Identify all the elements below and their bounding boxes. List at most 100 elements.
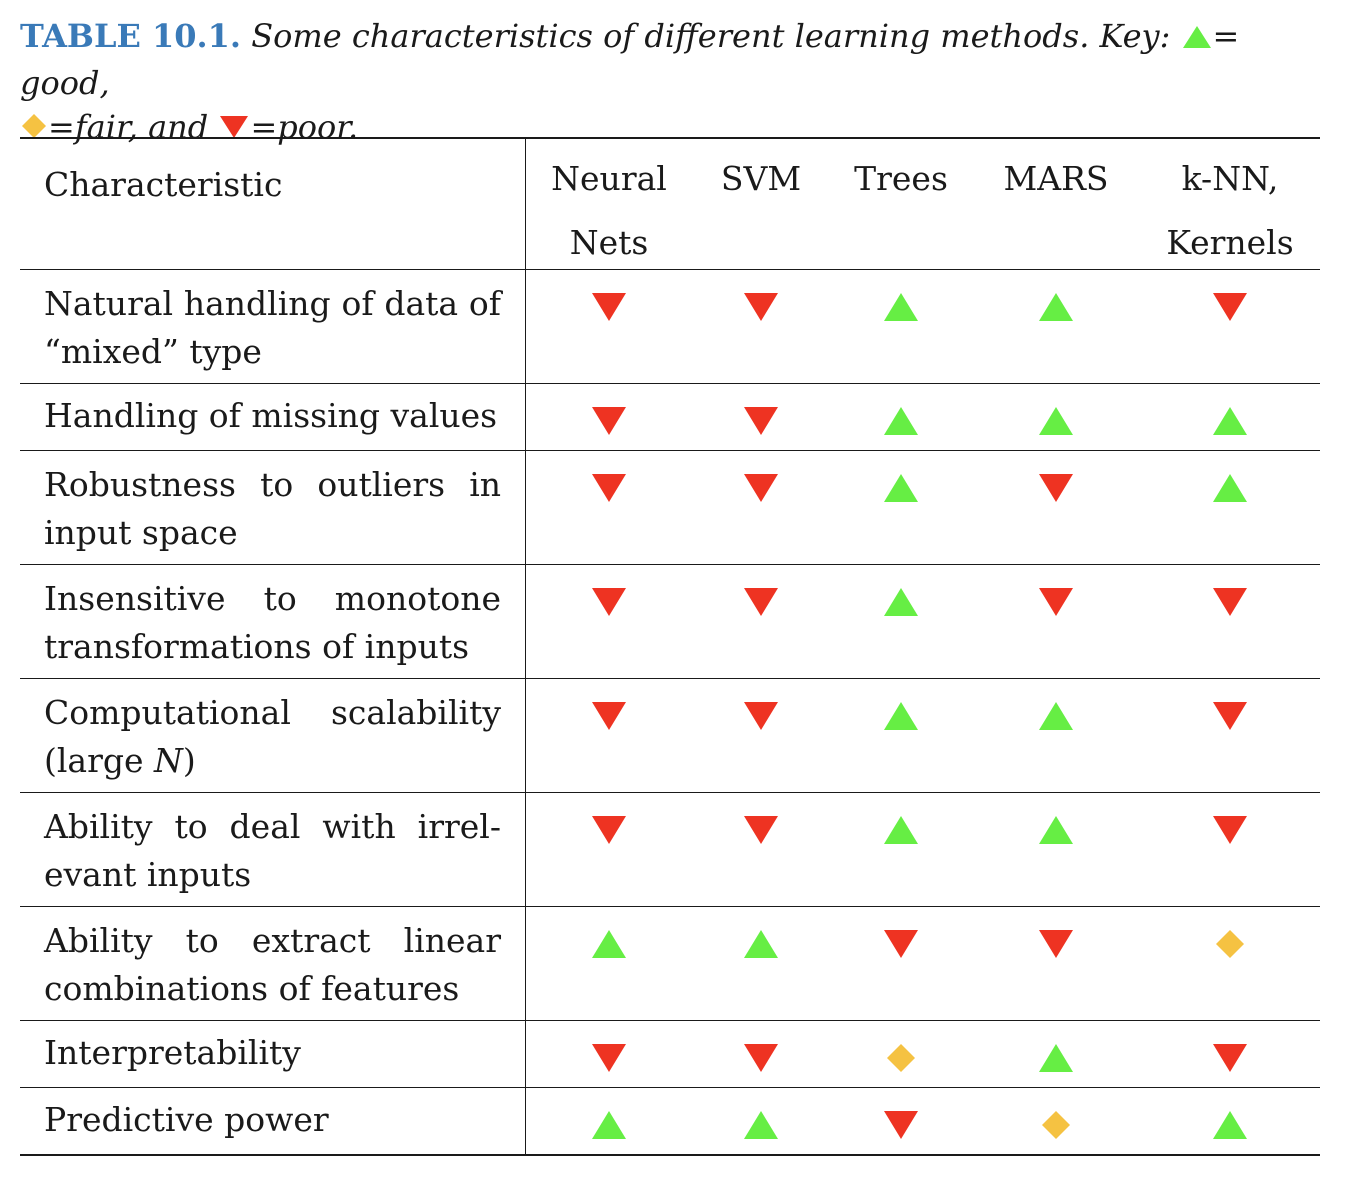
poor-triangle-icon (743, 292, 779, 322)
good-triangle-icon (1038, 1043, 1074, 1073)
characteristic-cell: Ability to deal with irrel-evant inputs (20, 793, 526, 906)
rating-poor (1140, 270, 1320, 383)
rating-good (692, 907, 830, 1020)
table-row: Predictive power (20, 1088, 1320, 1154)
good-triangle-icon (883, 473, 919, 503)
header-trees: Trees (830, 139, 972, 269)
table-row: Interpretability (20, 1021, 1320, 1088)
rating-poor (692, 565, 830, 678)
header-line: Kernels (1166, 223, 1294, 262)
rating-poor (692, 1021, 830, 1087)
good-triangle-icon (1038, 701, 1074, 731)
poor-triangle-icon (591, 587, 627, 617)
rating-good (526, 907, 692, 1020)
characteristic-cell: Ability to extract linear combinations o… (20, 907, 526, 1020)
rating-good (830, 384, 972, 450)
rating-poor (830, 907, 972, 1020)
good-triangle-icon (1038, 292, 1074, 322)
poor-triangle-icon (591, 815, 627, 845)
rating-poor (972, 907, 1140, 1020)
poor-triangle-icon (1212, 587, 1248, 617)
poor-triangle-icon (591, 473, 627, 503)
poor-triangle-icon (743, 1043, 779, 1073)
good-triangle-icon (1212, 473, 1248, 503)
table-label: TABLE 10.1. (20, 17, 242, 55)
header-neural-nets: Neural Nets (526, 139, 692, 269)
rating-good (972, 679, 1140, 792)
poor-triangle-icon (1212, 292, 1248, 322)
good-triangle-icon (883, 815, 919, 845)
good-triangle-icon (591, 1110, 627, 1140)
fair-diamond-icon (20, 107, 48, 151)
header-mars: MARS (972, 139, 1140, 269)
header-line: Nets (569, 223, 649, 262)
poor-triangle-icon (883, 929, 919, 959)
poor-triangle-icon (218, 107, 250, 151)
table-row: Robustness to outliers in input space (20, 451, 1320, 565)
good-triangle-icon (1038, 406, 1074, 436)
rating-poor (526, 793, 692, 906)
characteristic-cell: Robustness to outliers in input space (20, 451, 526, 564)
rating-good (1140, 1088, 1320, 1154)
rating-poor (526, 679, 692, 792)
good-triangle-icon (591, 929, 627, 959)
math-n: N (154, 741, 183, 780)
fair-diamond-icon (886, 1043, 916, 1073)
good-triangle-icon (883, 587, 919, 617)
rating-poor (526, 384, 692, 450)
header-line: k-NN, (1181, 159, 1279, 198)
good-triangle-icon (1181, 17, 1213, 61)
header-k-nn-kernels: k-NN, Kernels (1140, 139, 1320, 269)
rating-poor (526, 270, 692, 383)
key-poor-text: =poor. (250, 107, 359, 146)
rating-poor (1140, 1021, 1320, 1087)
characteristic-cell: Natural handling of data of “mixed” type (20, 270, 526, 383)
rating-poor (692, 384, 830, 450)
good-triangle-icon (883, 292, 919, 322)
rating-poor (526, 1021, 692, 1087)
good-triangle-icon (883, 701, 919, 731)
rating-good (830, 565, 972, 678)
rating-fair (972, 1088, 1140, 1154)
poor-triangle-icon (883, 1110, 919, 1140)
good-triangle-icon (1212, 406, 1248, 436)
characteristic-cell: Computational scalability (large N) (20, 679, 526, 792)
table-row: Computational scalability (large N) (20, 679, 1320, 793)
fair-diamond-icon (1215, 929, 1245, 959)
poor-triangle-icon (591, 701, 627, 731)
rating-good (830, 679, 972, 792)
rating-poor (526, 451, 692, 564)
good-triangle-icon (883, 406, 919, 436)
table-row: Handling of missing values (20, 384, 1320, 451)
characteristic-cell: Predictive power (20, 1088, 526, 1154)
characteristic-cell: Handling of missing values (20, 384, 526, 450)
good-triangle-icon (743, 1110, 779, 1140)
rating-poor (692, 793, 830, 906)
rating-poor (692, 451, 830, 564)
header-line: Trees (854, 159, 948, 198)
poor-triangle-icon (591, 406, 627, 436)
rating-good (972, 1021, 1140, 1087)
poor-triangle-icon (591, 1043, 627, 1073)
rating-poor (692, 270, 830, 383)
characteristic-cell: Interpretability (20, 1021, 526, 1087)
fair-diamond-icon (1041, 1110, 1071, 1140)
good-triangle-icon (1038, 815, 1074, 845)
table-row: Natural handling of data of “mixed” type (20, 270, 1320, 384)
poor-triangle-icon (743, 701, 779, 731)
rating-fair (830, 1021, 972, 1087)
header-line: MARS (1003, 159, 1109, 198)
rating-poor (1140, 679, 1320, 792)
poor-triangle-icon (743, 406, 779, 436)
poor-triangle-icon (1038, 929, 1074, 959)
rating-poor (526, 565, 692, 678)
rating-good (1140, 384, 1320, 450)
rating-poor (830, 1088, 972, 1154)
rating-poor (692, 679, 830, 792)
poor-triangle-icon (743, 815, 779, 845)
rating-good (972, 270, 1140, 383)
poor-triangle-icon (743, 587, 779, 617)
poor-triangle-icon (591, 292, 627, 322)
rating-good (692, 1088, 830, 1154)
good-triangle-icon (743, 929, 779, 959)
